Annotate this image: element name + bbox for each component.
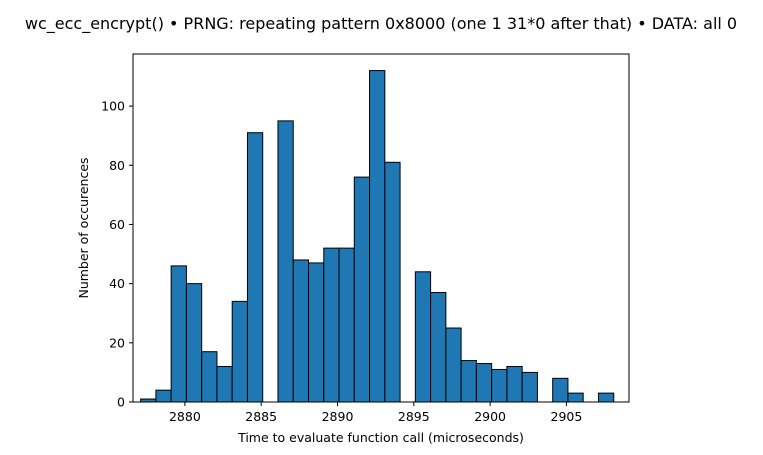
x-tick-label: 2880 xyxy=(169,409,201,424)
histogram-bar xyxy=(323,247,340,403)
x-axis-ticks: 2880 2885 2890 2895 2900 2905 xyxy=(169,402,582,424)
histogram-bar xyxy=(201,351,218,403)
chart-title: wc_ecc_encrypt() • PRNG: repeating patte… xyxy=(25,14,737,34)
histogram-bar xyxy=(277,120,294,403)
histogram-bar xyxy=(475,363,493,403)
histogram-bar xyxy=(155,389,172,403)
histogram-bar xyxy=(521,371,538,403)
y-tick-label: 0 xyxy=(117,395,125,410)
histogram-bar xyxy=(445,327,462,403)
histogram-bar xyxy=(414,271,432,403)
bars-group xyxy=(140,70,615,403)
y-tick-label: 100 xyxy=(101,99,125,114)
histogram-bar xyxy=(353,176,371,403)
histogram-bar xyxy=(491,368,508,403)
y-tick-label: 60 xyxy=(109,217,125,232)
x-tick-label: 2900 xyxy=(474,409,506,424)
y-tick-label: 80 xyxy=(109,158,125,173)
histogram-bar xyxy=(430,292,447,403)
histogram-bar xyxy=(308,262,325,403)
plot-frame xyxy=(132,53,630,403)
histogram-bar xyxy=(567,392,584,403)
histogram-bar xyxy=(597,392,615,403)
y-axis-label: Number of occurences xyxy=(76,157,91,298)
histogram-bar xyxy=(185,283,203,403)
histogram-bar xyxy=(170,265,187,403)
histogram-bar xyxy=(216,365,233,403)
histogram-bar xyxy=(460,360,477,403)
histogram-bar xyxy=(506,365,523,403)
x-tick-label: 2890 xyxy=(322,409,354,424)
histogram-bar xyxy=(338,247,355,403)
histogram-bar xyxy=(384,161,401,403)
x-axis-label: Time to evaluate function call (microsec… xyxy=(237,430,524,445)
y-axis-ticks: 0 20 40 60 80 100 xyxy=(101,99,133,410)
histogram-bar xyxy=(552,377,569,403)
y-tick-label: 20 xyxy=(109,335,125,350)
x-tick-label: 2905 xyxy=(551,409,583,424)
x-tick-label: 2895 xyxy=(398,409,430,424)
histogram-bar xyxy=(231,300,248,403)
x-tick-label: 2885 xyxy=(245,409,277,424)
histogram-bar xyxy=(246,132,264,403)
histogram-bar xyxy=(292,259,310,403)
histogram-bar xyxy=(369,70,386,403)
y-tick-label: 40 xyxy=(109,276,125,291)
